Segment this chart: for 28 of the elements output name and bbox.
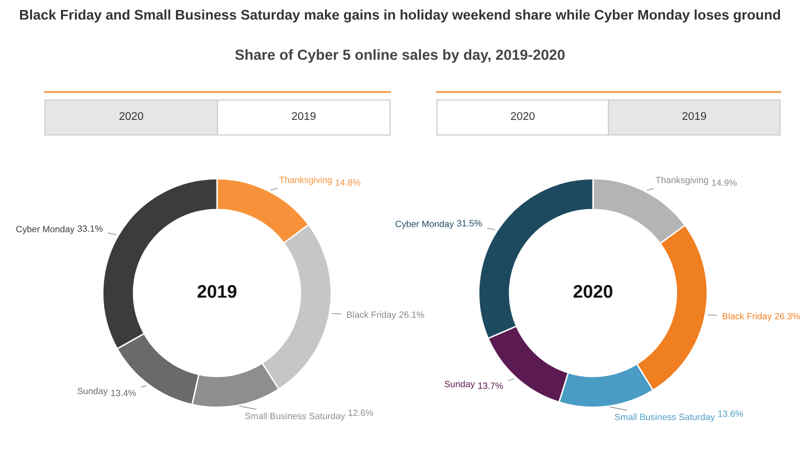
slice-label: Thanksgiving (656, 176, 708, 186)
data-label: 33.1% (78, 225, 103, 232)
data-label: 26.3% (775, 312, 800, 320)
data-label: 14.9% (712, 179, 737, 186)
slice-label: Small Business Saturday (245, 412, 346, 421)
data-label: 13.4% (111, 390, 136, 396)
chart-subtitle: Share of Cyber 5 online sales by day, 2019-2020 (235, 49, 565, 63)
slice-label: Small Business Saturday (614, 414, 715, 422)
slice-label: Sunday (444, 380, 475, 389)
chart-title: Black Friday and Small Business Saturday make gains in holiday weekend share while Cyber Monday loses ground (20, 9, 780, 23)
slice-label: Black Friday (722, 312, 772, 322)
text: 2020 (119, 112, 144, 120)
slice-label: Black Friday (347, 311, 396, 320)
data-label: 26.1% (399, 311, 424, 318)
slice-label: Cyber Monday (396, 220, 454, 229)
slice-label: Thanksgiving (279, 176, 332, 185)
text: 2020 (510, 112, 535, 120)
data-label: 31.5% (456, 220, 482, 226)
text: 2019 (198, 285, 236, 298)
slice-label: Sunday (78, 388, 108, 396)
data-label: 12.6% (348, 410, 374, 416)
data-label: 14.8% (336, 179, 360, 186)
data-label: 13.6% (718, 410, 743, 417)
slice-label: Cyber Monday (16, 226, 74, 234)
text: 2020 (574, 285, 612, 298)
text: 2019 (292, 112, 316, 120)
data-label: 13.7% (478, 382, 503, 389)
text: 2019 (682, 112, 706, 120)
